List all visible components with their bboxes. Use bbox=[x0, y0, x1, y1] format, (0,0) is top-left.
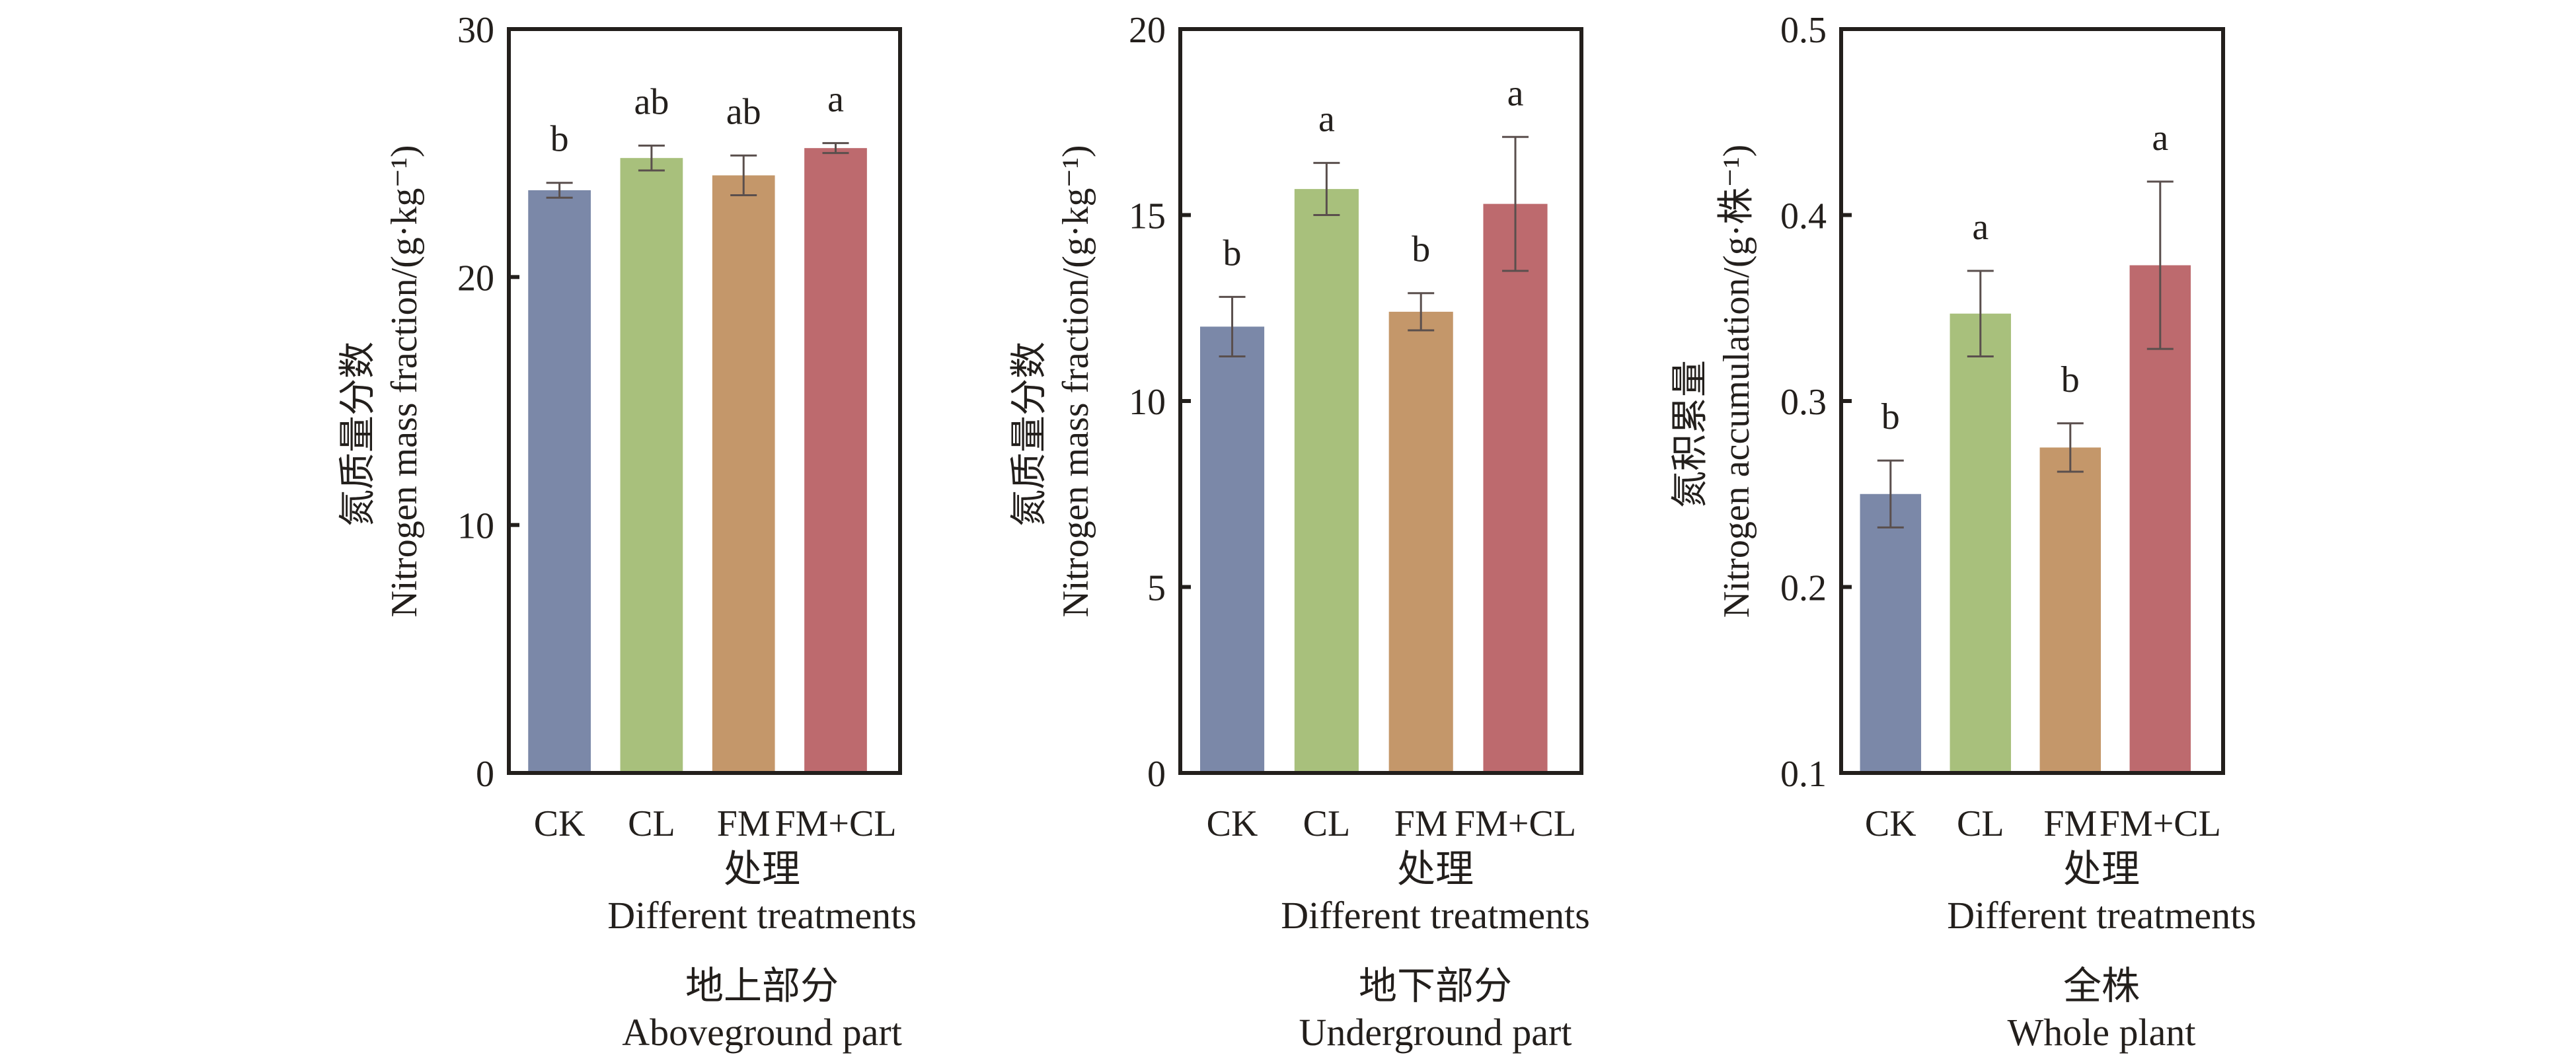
significance-label: b bbox=[1881, 396, 1900, 437]
bar-fm-plus-cl bbox=[1483, 203, 1548, 773]
chart-panel-underground: b CK a CL b FM a FM+CL 0 5 10 15 20 氮质量分数 Nitrogen mas… bbox=[1009, 10, 1590, 1054]
error-bar bbox=[546, 182, 573, 199]
panel-caption-cn: 地上部分 bbox=[685, 965, 839, 1007]
category-label: FM+CL bbox=[2100, 803, 2221, 844]
category-label: CK bbox=[1865, 803, 1916, 844]
x-axis-title-en: Different treatments bbox=[1281, 894, 1590, 937]
y-axis-title-cn: 氮积累量 bbox=[1670, 360, 1711, 508]
y-tick-label: 10 bbox=[1129, 382, 1166, 423]
panel-caption-en: Underground part bbox=[1299, 1011, 1572, 1054]
chart-panel-aboveground: b CK ab CL ab FM a FM+CL 0 10 20 30 氮质量分数 Nitrogen ma… bbox=[338, 10, 917, 1054]
y-tick-label: 10 bbox=[457, 506, 494, 547]
y-axis-title-cn: 氮质量分数 bbox=[1009, 342, 1050, 527]
significance-label: a bbox=[2152, 118, 2168, 159]
significance-label: b bbox=[2061, 359, 2080, 400]
y-tick-label: 15 bbox=[1129, 196, 1166, 237]
category-label: FM+CL bbox=[1455, 803, 1576, 844]
y-tick-label: 0.1 bbox=[1780, 754, 1827, 795]
panel-caption-cn: 全株 bbox=[2063, 965, 2140, 1007]
error-bar bbox=[730, 154, 757, 196]
significance-label: a bbox=[1318, 99, 1335, 140]
bar-fm bbox=[712, 175, 775, 773]
x-axis-title-cn: 处理 bbox=[724, 848, 800, 891]
bar-ck bbox=[1199, 326, 1265, 773]
error-bar bbox=[2057, 422, 2084, 473]
panel-caption-cn: 地下部分 bbox=[1359, 965, 1512, 1007]
bar-fm bbox=[2039, 447, 2102, 773]
y-tick-label: 0 bbox=[1147, 754, 1166, 795]
significance-label: a bbox=[1507, 73, 1524, 114]
significance-label: ab bbox=[726, 91, 761, 132]
y-tick-label: 0.3 bbox=[1780, 382, 1827, 423]
significance-label: a bbox=[827, 79, 844, 120]
y-axis-title-cn: 氮质量分数 bbox=[338, 342, 379, 527]
bar-fm bbox=[1388, 311, 1453, 773]
error-bar bbox=[1219, 295, 1246, 357]
chart-panel-whole-plant: b CK a CL b FM a FM+CL 0.1 0.2 0.3 0.4 0.5 氮积累量 Nitrog… bbox=[1670, 10, 2256, 1054]
significance-label: b bbox=[550, 119, 569, 160]
error-bar bbox=[1502, 135, 1529, 272]
category-label: CK bbox=[534, 803, 586, 844]
category-label: CL bbox=[1303, 803, 1351, 844]
significance-label: ab bbox=[634, 81, 669, 122]
y-axis-title-en: Nitrogen mass fraction/(g·kg⁻¹) bbox=[384, 145, 425, 617]
significance-label: b bbox=[1412, 229, 1430, 270]
bar-ck bbox=[528, 190, 591, 773]
category-label: FM bbox=[1394, 803, 1448, 844]
y-axis-title-en: Nitrogen accumulation/(g·株⁻¹) bbox=[1716, 145, 1757, 618]
bar-ck bbox=[1860, 494, 1922, 773]
error-bar bbox=[2146, 180, 2174, 350]
y-tick-label: 0.2 bbox=[1780, 568, 1827, 609]
error-bar bbox=[1408, 292, 1435, 332]
y-tick-label: 0.4 bbox=[1780, 196, 1827, 237]
y-tick-label: 20 bbox=[1129, 10, 1166, 51]
error-bar bbox=[1313, 162, 1340, 216]
category-label: CL bbox=[1957, 803, 2004, 844]
y-tick-label: 20 bbox=[457, 258, 494, 299]
y-axis-title-en: Nitrogen mass fraction/(g·kg⁻¹) bbox=[1055, 145, 1096, 617]
category-label: FM bbox=[2043, 803, 2097, 844]
bar-fm-plus-cl bbox=[804, 148, 867, 773]
plot-frame bbox=[507, 27, 902, 775]
bar-cl bbox=[1294, 189, 1359, 774]
bar-cl bbox=[1950, 313, 2012, 773]
bar-cl bbox=[620, 158, 683, 773]
error-bar bbox=[1877, 459, 1904, 529]
category-label: FM+CL bbox=[775, 803, 896, 844]
error-bar bbox=[638, 144, 665, 172]
x-axis-title-en: Different treatments bbox=[1947, 894, 2256, 937]
significance-label: b bbox=[1223, 233, 1242, 274]
category-label: CK bbox=[1207, 803, 1258, 844]
x-axis-title-en: Different treatments bbox=[607, 894, 917, 937]
category-label: CL bbox=[628, 803, 675, 844]
x-axis-title-cn: 处理 bbox=[2063, 848, 2140, 891]
category-label: FM bbox=[717, 803, 771, 844]
y-tick-label: 0.5 bbox=[1780, 10, 1827, 51]
significance-label: a bbox=[1972, 207, 1989, 248]
y-tick-label: 0 bbox=[476, 754, 494, 795]
error-bar bbox=[1967, 270, 1994, 357]
x-axis-title-cn: 处理 bbox=[1397, 848, 1474, 891]
panel-caption-en: Aboveground part bbox=[622, 1011, 902, 1054]
y-tick-label: 5 bbox=[1147, 568, 1166, 609]
y-tick-label: 30 bbox=[457, 10, 494, 51]
panel-caption-en: Whole plant bbox=[2007, 1011, 2195, 1054]
error-bar bbox=[822, 142, 849, 155]
